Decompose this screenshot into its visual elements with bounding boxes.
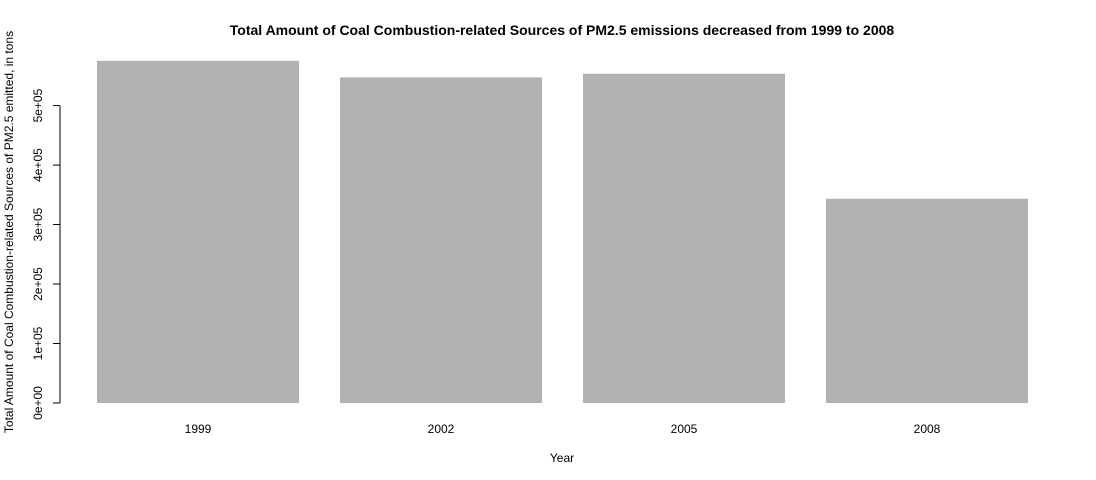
y-tick-label: 5e+05 bbox=[31, 88, 45, 122]
x-tick-label-2005: 2005 bbox=[671, 422, 698, 436]
bar-2008 bbox=[826, 198, 1028, 403]
bars-group bbox=[97, 60, 1028, 403]
x-tick-label-2008: 2008 bbox=[914, 422, 941, 436]
bar-2002 bbox=[340, 77, 542, 403]
x-axis-label: Year bbox=[550, 451, 574, 465]
bar-2005 bbox=[583, 73, 785, 403]
chart-title: Total Amount of Coal Combustion-related … bbox=[230, 22, 895, 38]
y-tick-label: 2e+05 bbox=[31, 267, 45, 301]
y-tick-label: 1e+05 bbox=[31, 326, 45, 360]
y-tick-label: 0e+00 bbox=[31, 386, 45, 420]
y-tick-label: 3e+05 bbox=[31, 207, 45, 241]
y-axis-label: Total Amount of Coal Combustion-related … bbox=[2, 31, 16, 433]
bar-1999 bbox=[97, 60, 299, 403]
x-tick-label-2002: 2002 bbox=[428, 422, 455, 436]
x-tick-labels-group: 1999 2002 2005 2008 bbox=[185, 422, 941, 436]
y-tick-label: 4e+05 bbox=[31, 148, 45, 182]
y-axis: 0e+00 1e+05 2e+05 3e+05 4e+05 5e+05 bbox=[31, 88, 61, 420]
x-tick-label-1999: 1999 bbox=[185, 422, 212, 436]
